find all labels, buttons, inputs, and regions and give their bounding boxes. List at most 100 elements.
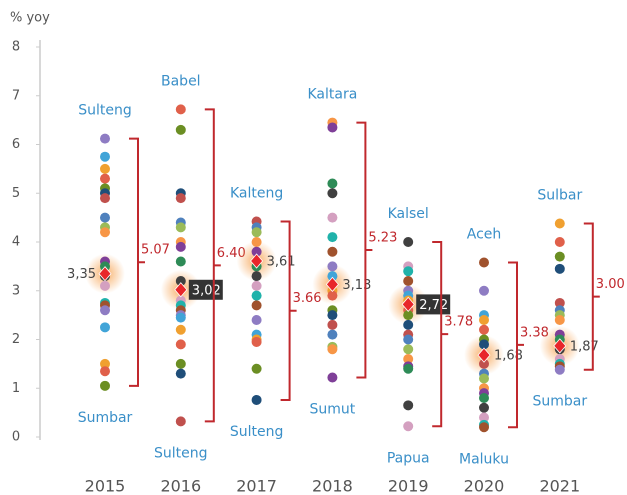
range-label: 5.07 xyxy=(141,243,170,258)
dot xyxy=(100,173,110,184)
dot xyxy=(479,315,489,325)
range-bracket xyxy=(356,121,373,379)
y-tick-label: 1 xyxy=(12,381,20,396)
dot xyxy=(100,212,110,223)
dot xyxy=(100,151,110,162)
dot xyxy=(251,246,262,257)
median-label: 3,35 xyxy=(67,267,96,282)
median-label: 1,87 xyxy=(570,339,599,354)
y-axis-label: % yoy xyxy=(10,11,50,26)
dot xyxy=(554,218,565,229)
dot xyxy=(403,237,414,247)
range-label: 3.78 xyxy=(444,315,473,330)
top-name: Sulteng xyxy=(78,103,132,119)
dot xyxy=(100,227,110,238)
dot xyxy=(327,290,338,301)
dot xyxy=(403,354,414,364)
dot xyxy=(479,402,489,413)
x-tick-label: 2021 xyxy=(539,477,580,495)
range-label: 3.38 xyxy=(520,325,549,340)
y-tick-label: 3 xyxy=(12,283,20,298)
dot xyxy=(327,344,338,355)
dot xyxy=(327,212,338,223)
bottom-name: Sulteng xyxy=(154,445,208,461)
top-name: Sulbar xyxy=(537,187,582,203)
top-name: Aceh xyxy=(467,226,502,242)
dot xyxy=(327,188,338,199)
range-bracket xyxy=(204,108,221,423)
x-tick-label: 2018 xyxy=(312,477,353,495)
bottom-name: Maluku xyxy=(459,451,509,467)
x-tick-label: 2019 xyxy=(388,477,429,495)
x-tick-label: 2017 xyxy=(236,477,277,495)
dot xyxy=(175,104,186,115)
dot xyxy=(175,276,186,286)
dot xyxy=(251,237,262,247)
dot xyxy=(327,246,338,257)
dot xyxy=(403,363,414,374)
range-bracket xyxy=(129,137,145,387)
dot xyxy=(403,344,414,355)
median-marker xyxy=(401,296,415,313)
dot xyxy=(403,266,414,277)
bottom-name: Sumut xyxy=(310,402,356,418)
median-marker xyxy=(98,266,112,282)
dot xyxy=(479,412,489,423)
dot xyxy=(175,324,186,335)
median-label: 3,13 xyxy=(342,278,371,293)
dot xyxy=(100,193,110,204)
dot xyxy=(100,280,110,291)
x-tick-label: 2016 xyxy=(160,477,201,495)
dot xyxy=(479,257,489,268)
dot xyxy=(554,251,565,262)
top-name: Kaltara xyxy=(307,87,357,103)
dot xyxy=(175,368,186,379)
dot xyxy=(175,312,186,323)
dot xyxy=(175,358,186,369)
dot xyxy=(251,300,262,311)
dot xyxy=(327,372,338,383)
dot xyxy=(175,256,186,267)
median-marker xyxy=(553,338,567,354)
dot xyxy=(251,290,262,301)
y-tick-label: 8 xyxy=(12,40,20,55)
dot xyxy=(554,237,565,247)
median-marker xyxy=(250,253,264,269)
dot xyxy=(327,329,338,340)
dot xyxy=(403,334,414,345)
dot xyxy=(403,421,414,432)
dot xyxy=(479,358,489,369)
range-bracket xyxy=(280,220,297,401)
dot xyxy=(479,373,489,384)
top-name: Kalteng xyxy=(230,186,283,202)
dot xyxy=(327,122,338,133)
dot xyxy=(175,241,186,252)
dot xyxy=(100,133,110,144)
dot xyxy=(251,394,262,405)
dot xyxy=(251,280,262,291)
dot xyxy=(251,227,262,238)
y-tick-label: 0 xyxy=(12,430,20,445)
dot xyxy=(251,363,262,374)
dot xyxy=(251,315,262,325)
range-label: 3.66 xyxy=(293,291,322,306)
x-tick-label: 2015 xyxy=(85,477,126,495)
top-name: Babel xyxy=(161,73,201,89)
dot xyxy=(327,261,338,272)
median-label: 3,61 xyxy=(267,255,296,270)
dot xyxy=(100,322,110,333)
median-label: 2,72 xyxy=(419,298,448,313)
dot xyxy=(100,380,110,391)
dot xyxy=(403,319,414,330)
dot xyxy=(327,271,338,282)
dot xyxy=(479,422,489,433)
median-label: 3,02 xyxy=(192,283,221,298)
range-bracket xyxy=(583,222,600,371)
dot xyxy=(479,393,489,403)
dot xyxy=(327,310,338,321)
dot xyxy=(100,163,110,174)
dot xyxy=(100,358,110,369)
dot xyxy=(175,124,186,135)
dot xyxy=(175,339,186,350)
median-marker xyxy=(325,276,339,293)
